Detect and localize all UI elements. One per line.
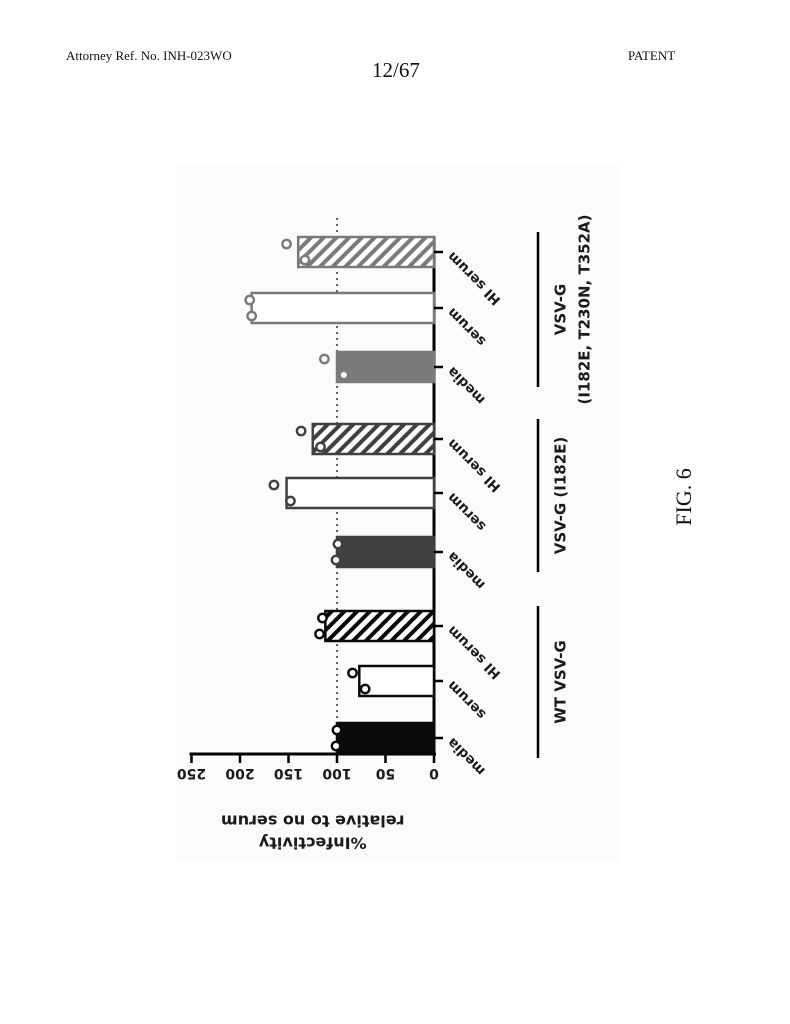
x-tick-label: serum	[444, 304, 489, 349]
data-point	[285, 495, 296, 507]
data-point	[347, 667, 358, 679]
data-point	[331, 724, 343, 736]
x-tick-label: HI serum	[444, 248, 504, 308]
data-point	[315, 441, 326, 453]
data-point	[318, 353, 330, 365]
group-label: VSV-G	[552, 284, 570, 335]
y-tick-label: 200	[225, 765, 254, 781]
bar-2-serum	[250, 291, 436, 325]
x-tick-label: serum	[444, 489, 489, 534]
data-point	[332, 538, 344, 550]
data-point	[314, 628, 325, 640]
bar-0-serum	[358, 664, 436, 698]
plot-area: 0 50 100 150 200 250 %Infectivity relative to n…	[177, 215, 594, 853]
bar-chart: 0 50 100 150 200 250 %Infectivity relative to n…	[177, 215, 594, 853]
figure-label: FIG. 6	[671, 468, 696, 526]
chart-panel: 0 50 100 150 200 250 %Infectivity relative to n…	[176, 166, 620, 862]
data-point	[281, 238, 292, 250]
x-tick-label: media	[444, 548, 488, 592]
x-tick-label: media	[444, 363, 488, 407]
group-label: WT VSV-G	[552, 640, 570, 723]
data-point	[330, 740, 342, 752]
patent-label: PATENT	[628, 48, 676, 63]
data-point	[244, 294, 256, 306]
bar-1-media	[335, 535, 436, 569]
data-point	[359, 683, 371, 695]
x-tick-label: serum	[444, 677, 489, 722]
bar-2-hi-serum	[296, 235, 436, 269]
bar-0-media	[335, 721, 436, 755]
y-tick-label: 100	[322, 765, 351, 781]
data-point	[299, 254, 311, 266]
page-number: 12/67	[372, 58, 420, 82]
data-point	[295, 425, 307, 437]
y-tick-label: 50	[376, 765, 396, 781]
y-tick-label: 250	[177, 765, 206, 781]
y-tick-label: 0	[429, 765, 439, 781]
bar-1-serum	[285, 476, 436, 510]
x-tick-label: media	[444, 734, 488, 778]
data-point	[330, 554, 342, 566]
data-point	[268, 479, 280, 491]
bar-0-hi-serum	[324, 609, 436, 643]
x-tick-label: HI serum	[444, 622, 504, 682]
bar-2-media	[335, 350, 436, 384]
group-label: VSV-G (I182E)	[552, 437, 570, 555]
attorney-reference: Attorney Ref. No. INH-023WO	[66, 48, 232, 63]
y-tick-label: 150	[274, 765, 303, 781]
y-axis-title: relative to no serum	[221, 812, 405, 831]
group-label: (I182E, T230N, T352A)	[576, 215, 594, 405]
bar-1-hi-serum	[311, 422, 436, 456]
data-point	[338, 369, 350, 381]
data-point	[317, 612, 328, 624]
y-axis-title: %Infectivity	[258, 834, 366, 853]
x-tick-label: HI serum	[444, 435, 504, 495]
data-point	[246, 310, 258, 322]
